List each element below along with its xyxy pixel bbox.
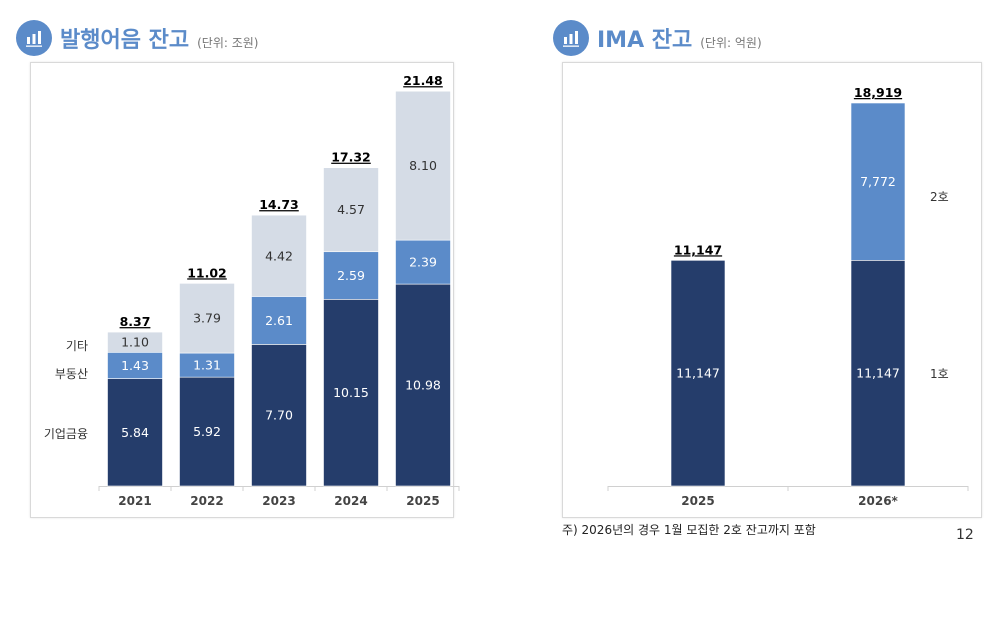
bar-segment [251, 344, 307, 487]
total-label: 8.37 [120, 314, 151, 329]
data-label: 5.84 [121, 425, 149, 440]
bar-segment [179, 352, 235, 378]
bar-segment [251, 214, 307, 297]
bar-segment [670, 260, 726, 487]
data-label: 4.42 [265, 248, 293, 263]
legend-label-real-estate: 부동산 [55, 367, 88, 381]
total-label: 14.73 [259, 197, 299, 212]
right-chart-title: IMA 잔고 [597, 28, 693, 53]
left-chart-title: 발행어음 잔고 [60, 28, 190, 53]
bar-segment [179, 376, 235, 487]
legend-label-corporate-finance: 기업금융 [44, 427, 88, 441]
bar-segment [323, 299, 379, 487]
data-label: 2.39 [409, 255, 437, 270]
data-label: 5.92 [193, 424, 221, 439]
left-chart-unit: (단위: 조원) [197, 35, 259, 50]
total-label: 11.02 [187, 265, 227, 280]
x-tick-label: 2025 [406, 494, 439, 508]
x-tick-label: 2022 [190, 494, 223, 508]
footnote: 주) 2026년의 경우 1월 모집한 2호 잔고까지 포함 [562, 523, 816, 537]
total-label: 17.32 [331, 150, 371, 165]
data-label: 1.43 [121, 358, 149, 373]
right-chart-header: IMA 잔고 (단위: 억원) [553, 20, 762, 56]
bar-segment [395, 283, 451, 487]
bar-segment [107, 378, 163, 487]
data-label: 4.57 [337, 202, 365, 217]
x-tick-label: 2024 [334, 494, 367, 508]
bar-segment [179, 283, 235, 354]
bar-segment [395, 239, 451, 285]
left-chart-header: 발행어음 잔고 (단위: 조원) [16, 20, 259, 56]
data-label: 11,147 [676, 366, 720, 381]
data-label: 3.79 [193, 311, 221, 326]
data-label: 7,772 [860, 174, 896, 189]
data-label: 1.31 [193, 358, 221, 373]
legend-label-other: 기타 [66, 339, 88, 353]
right-chart-unit: (단위: 억원) [700, 35, 762, 50]
x-tick-label: 2023 [262, 494, 295, 508]
total-label: 18,919 [854, 85, 902, 100]
legend-label-fund-1: 1호 [930, 367, 949, 381]
total-label: 21.48 [403, 73, 443, 88]
data-label: 11,147 [856, 366, 900, 381]
data-label: 10.98 [405, 378, 441, 393]
bar-segment [850, 260, 906, 487]
data-label: 2.59 [337, 268, 365, 283]
bar-segment [323, 167, 379, 253]
total-label: 11,147 [674, 242, 722, 257]
page-number: 12 [956, 527, 974, 543]
data-label: 2.61 [265, 313, 293, 328]
bar-segment [323, 251, 379, 300]
left-chart-panel [30, 62, 454, 518]
bar-segment [251, 296, 307, 345]
data-label: 1.10 [121, 335, 149, 350]
data-label: 7.70 [265, 408, 293, 423]
right-chart-panel [562, 62, 982, 518]
x-tick-label: 2026* [858, 494, 898, 508]
x-tick-label: 2021 [118, 494, 151, 508]
bar-chart-icon [553, 20, 589, 56]
bar-chart-icon [16, 20, 52, 56]
data-label: 10.15 [333, 385, 369, 400]
bar-segment [107, 331, 163, 353]
bar-segment [395, 90, 451, 241]
legend-label-fund-2: 2호 [930, 190, 949, 204]
bar-segment [107, 352, 163, 379]
bar-segment [850, 102, 906, 261]
x-tick-label: 2025 [681, 494, 714, 508]
data-label: 8.10 [409, 158, 437, 173]
